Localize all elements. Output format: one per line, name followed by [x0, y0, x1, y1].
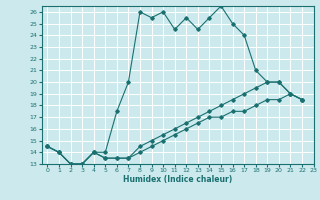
X-axis label: Humidex (Indice chaleur): Humidex (Indice chaleur)	[123, 175, 232, 184]
